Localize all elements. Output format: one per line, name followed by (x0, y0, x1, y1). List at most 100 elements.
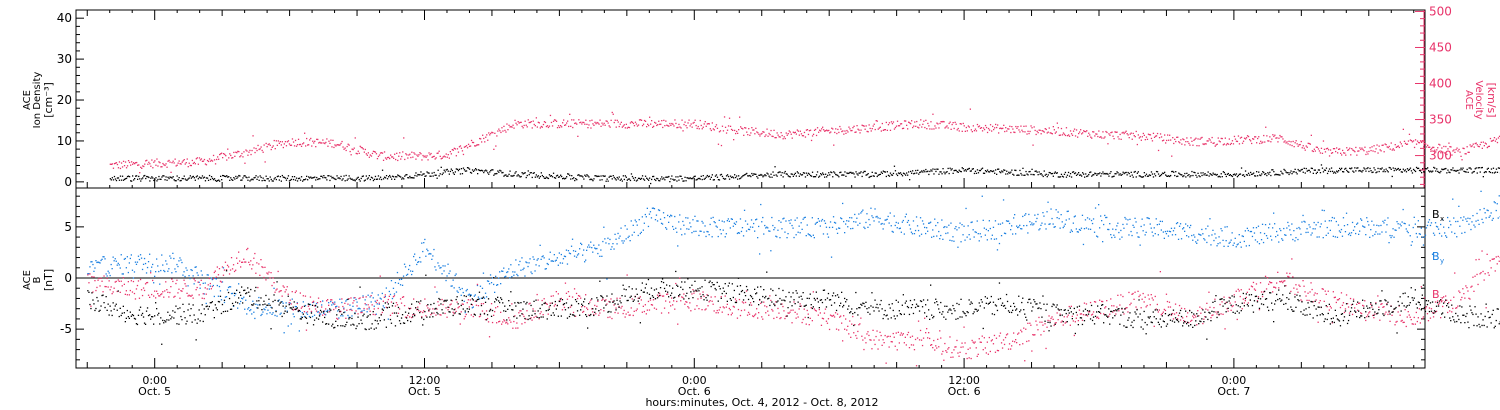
by-series-point-718 (813, 237, 815, 239)
density-series-point-318 (431, 172, 433, 174)
velocity-series-point-118 (229, 153, 231, 155)
velocity-series-point-250 (362, 148, 364, 150)
velocity-series-point-1325 (1450, 146, 1452, 148)
by-series-point-1221 (1322, 237, 1324, 239)
density-series-point-728 (846, 172, 848, 174)
velocity-series-point-183 (294, 139, 297, 142)
density-series-point-1240 (1364, 168, 1366, 170)
velocity-series-point-982 (1103, 137, 1105, 139)
density-series-point-951 (1071, 171, 1074, 173)
density-series-point-552 (668, 175, 670, 178)
bz-series-point-56 (143, 289, 146, 292)
by-series-point-1061 (1160, 229, 1162, 231)
by-series-point-367 (458, 286, 460, 289)
velocity-series-point-1346 (1471, 145, 1473, 147)
by-series-point-1073 (1172, 230, 1175, 232)
density-series-point-74 (184, 178, 186, 180)
by-series-point-863 (960, 241, 962, 243)
by-series-point-1335 (1437, 228, 1440, 230)
by-series-point-1314 (1416, 236, 1418, 238)
density-series-point-3 (112, 179, 115, 181)
velocity-series-point-963 (1084, 130, 1086, 133)
velocity-series-point-437 (551, 125, 554, 127)
density-series-point-1089 (1211, 174, 1213, 176)
by-series-point-1008 (1107, 228, 1109, 231)
density-series-point-902 (1022, 167, 1024, 169)
density-series-point-659 (776, 175, 778, 177)
velocity-series-point-1231 (1355, 146, 1357, 149)
density-series-point-1026 (1147, 175, 1150, 177)
density-series-point-945 (1065, 176, 1068, 178)
density-series-point-68 (178, 177, 180, 179)
by-series-point-1222 (1323, 209, 1325, 212)
velocity-series-point-581 (697, 125, 699, 128)
velocity-series-point-178 (289, 144, 292, 146)
density-series-point-630 (747, 175, 749, 177)
by-series-point-492 (585, 259, 587, 261)
density-series-point-465 (580, 175, 582, 177)
density-series-point-712 (830, 171, 832, 173)
bz-series-point-50 (137, 280, 140, 282)
by-series-point-865 (962, 234, 964, 236)
by-series-point-337 (428, 253, 430, 255)
velocity-series-point-864 (983, 128, 986, 131)
by-series-point-987 (1085, 227, 1088, 229)
velocity-series-point-1041 (1163, 139, 1165, 141)
velocity-series-point-1132 (1255, 136, 1257, 138)
velocity-series-point-1183 (1306, 146, 1308, 148)
by-series-point-1278 (1380, 224, 1382, 227)
bz-series-point-103 (191, 294, 193, 296)
by-series-point-846 (943, 226, 945, 229)
velocity-series-point-1026 (1147, 133, 1150, 135)
by-series-point-1145 (1245, 245, 1247, 247)
by-series-point-855 (952, 236, 954, 238)
velocity-series-point-435 (549, 114, 552, 117)
density-series-point-943 (1063, 173, 1066, 175)
density-series-point-585 (701, 178, 703, 181)
velocity-series-point-266 (378, 154, 381, 156)
velocity-series-point-743 (861, 124, 863, 126)
density-series-point-486 (601, 179, 603, 181)
density-series-point-1163 (1286, 172, 1288, 174)
by-series-point-618 (712, 216, 714, 219)
velocity-series-point-440 (554, 119, 557, 121)
velocity-series-point-1335 (1460, 155, 1462, 157)
by-series-point-790 (886, 218, 888, 220)
velocity-series-point-35 (145, 160, 147, 162)
density-series-point-36 (146, 175, 148, 178)
density-series-point-1214 (1338, 170, 1340, 172)
bz-series-point-80 (168, 296, 170, 298)
by-series-point-948 (1046, 211, 1048, 213)
velocity-series-point-528 (643, 119, 646, 122)
density-series-point-611 (727, 175, 730, 178)
velocity-series-point-821 (940, 121, 942, 123)
density-series-point-847 (966, 168, 968, 171)
by-series-point-1287 (1389, 234, 1391, 237)
velocity-series-point-519 (634, 121, 637, 123)
bz-series-point-115 (203, 297, 205, 300)
by-series-point-25 (112, 256, 114, 258)
density-series-point-1364 (1489, 171, 1492, 174)
density-series-point-1254 (1378, 170, 1380, 173)
density-series-point-560 (676, 180, 678, 182)
velocity-series-point-394 (508, 124, 510, 126)
density-series-point-534 (650, 182, 652, 185)
density-series-point-1235 (1359, 169, 1361, 172)
density-series-point-401 (515, 171, 517, 173)
velocity-series-point-938 (1058, 134, 1060, 136)
by-series-point-617 (711, 236, 713, 238)
velocity-series-point-807 (926, 128, 928, 130)
velocity-series-point-169 (280, 144, 282, 146)
by-series-point-1219 (1320, 223, 1322, 225)
velocity-series-point-225 (337, 144, 339, 146)
by-series-point-1124 (1224, 226, 1226, 228)
bz-series-point-83 (171, 278, 173, 280)
by-series-point-857 (954, 227, 956, 230)
density-series-point-624 (741, 176, 743, 178)
density-series-point-735 (853, 173, 855, 175)
density-series-point-821 (940, 171, 942, 173)
density-series-point-1167 (1290, 170, 1292, 172)
b-tick-label: -5 (60, 322, 72, 336)
density-series-point-732 (850, 171, 852, 174)
by-series-point-110 (198, 281, 200, 283)
